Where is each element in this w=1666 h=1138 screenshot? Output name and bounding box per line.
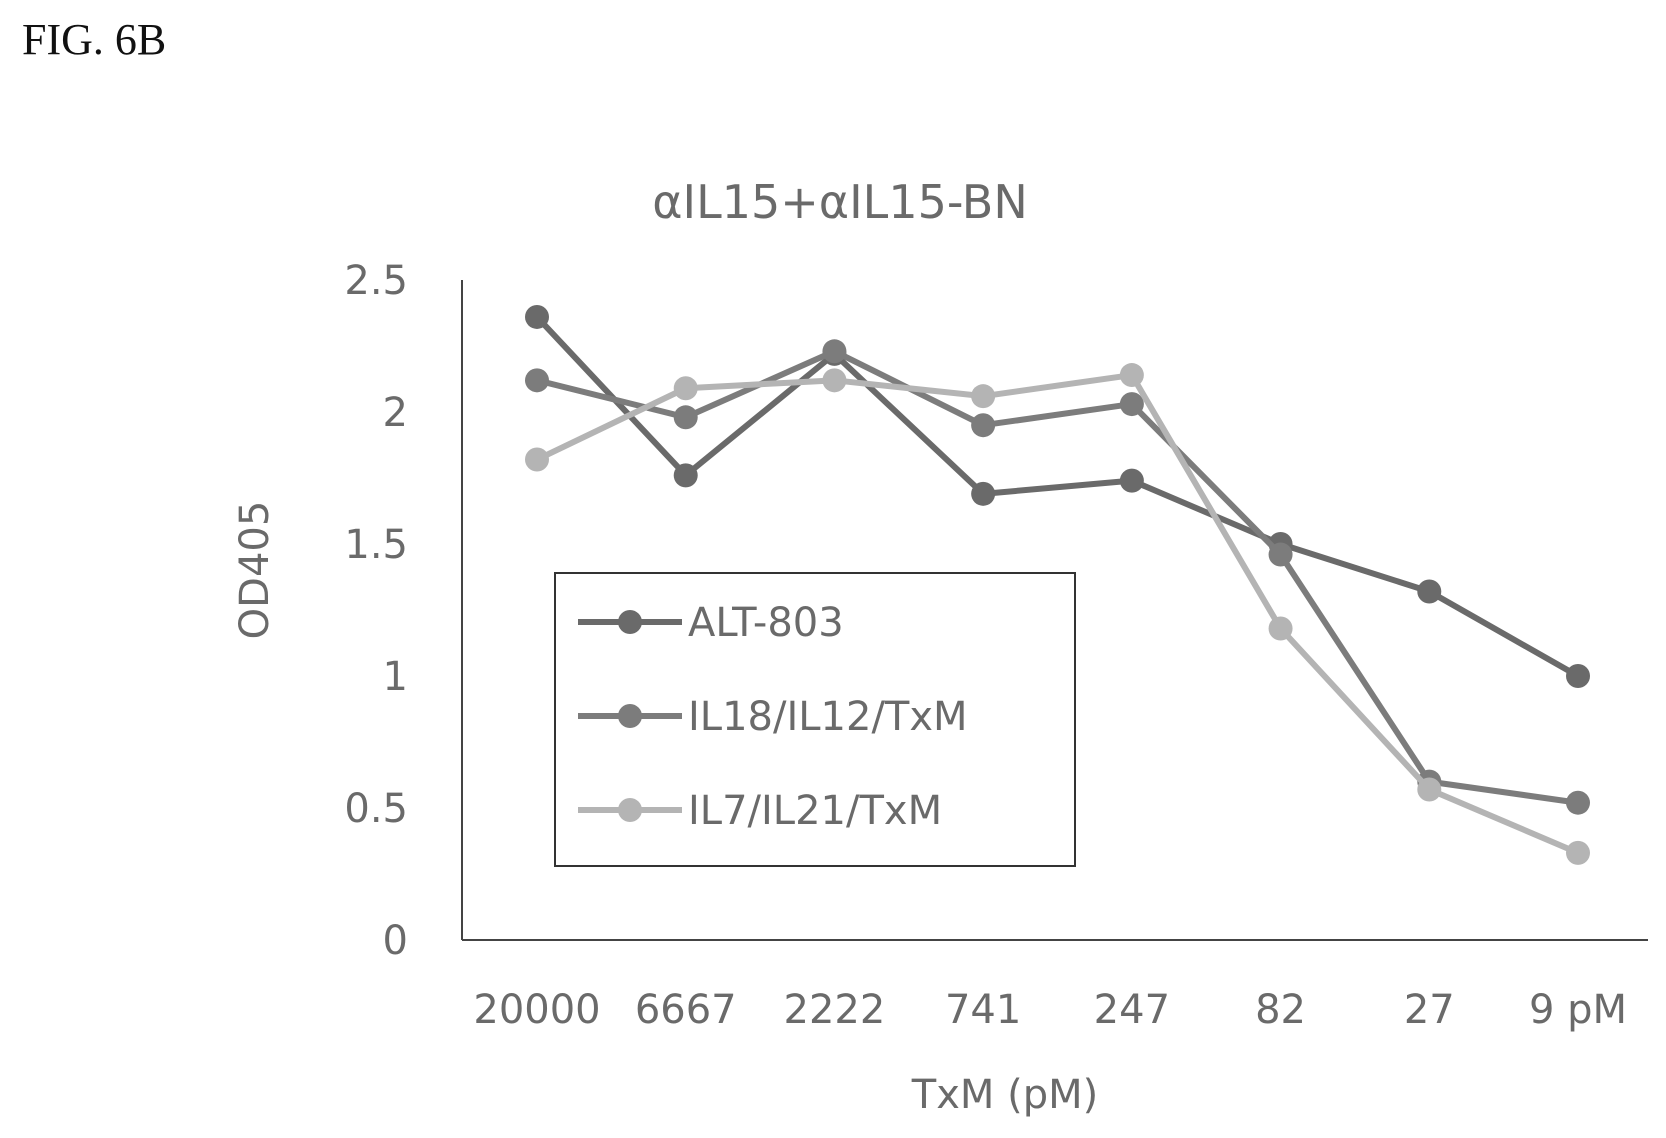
y-tick-label: 1.5 <box>344 522 408 568</box>
x-axis-label: TxM (pM) <box>911 1072 1098 1118</box>
data-point <box>673 405 698 430</box>
data-point <box>525 447 549 472</box>
y-tick-label: 0 <box>383 918 408 964</box>
data-point <box>971 481 996 506</box>
series-layer <box>525 304 1590 865</box>
y-tick-label: 2 <box>383 390 408 436</box>
x-tick-label: 6667 <box>635 987 737 1033</box>
legend-marker <box>618 704 642 728</box>
legend-label: IL7/IL21/TxM <box>688 788 942 834</box>
data-point <box>1566 790 1590 815</box>
y-axis-label: OD405 <box>232 501 278 640</box>
x-tick-label: 247 <box>1094 987 1170 1033</box>
data-point <box>1119 363 1144 388</box>
x-tick-label: 741 <box>945 987 1021 1033</box>
data-point <box>525 304 549 329</box>
data-point <box>822 339 847 364</box>
data-point <box>1119 468 1144 493</box>
data-point <box>1119 392 1144 417</box>
y-tick-label: 0.5 <box>344 786 408 832</box>
data-point <box>1268 616 1293 641</box>
legend-label: ALT-803 <box>688 600 844 646</box>
data-point <box>1417 777 1442 802</box>
x-tick-label: 27 <box>1404 987 1455 1033</box>
data-point <box>822 368 847 393</box>
legend-marker <box>618 798 642 822</box>
y-tick-label: 1 <box>383 654 408 700</box>
series-line <box>534 314 1580 679</box>
x-tick-label: 20000 <box>473 987 600 1033</box>
data-point <box>673 376 698 401</box>
x-tick-label: 2222 <box>784 987 886 1033</box>
x-tick-labels: 20000 6667 2222 741 247 82 27 9 pM <box>473 987 1627 1033</box>
chart-title: αIL15+αIL15-BN <box>652 175 1028 229</box>
series-line <box>535 372 1580 856</box>
data-point <box>1417 579 1442 604</box>
series-3 <box>525 363 1590 865</box>
figure-label: FIG. 6B <box>22 15 167 64</box>
y-tick-label: 2.5 <box>344 258 408 304</box>
data-point <box>971 384 996 409</box>
legend: ALT-803 IL18/IL12/TxM IL7/IL21/TxM <box>554 572 1076 867</box>
y-tick-labels: 0 0.5 1 1.5 2 2.5 <box>344 258 408 964</box>
data-point <box>673 463 698 488</box>
data-point <box>1268 542 1293 567</box>
data-point <box>1566 664 1590 688</box>
series-line <box>536 348 1579 806</box>
x-tick-label: 9 pM <box>1529 987 1627 1033</box>
x-tick-label: 82 <box>1255 987 1306 1033</box>
legend-label: IL18/IL12/TxM <box>688 694 968 740</box>
legend-marker <box>618 610 642 634</box>
data-point <box>971 413 996 438</box>
data-point <box>525 368 549 393</box>
data-point <box>1566 840 1590 865</box>
axes <box>461 280 1648 941</box>
